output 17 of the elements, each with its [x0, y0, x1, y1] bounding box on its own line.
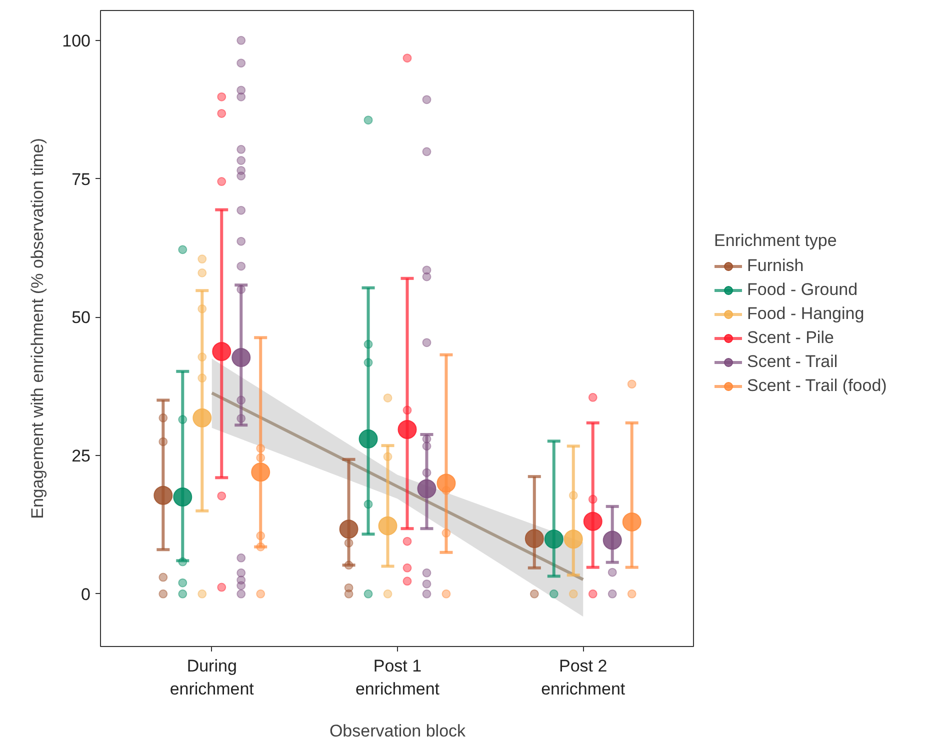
y-tick-label: 0	[81, 584, 91, 604]
y-tick-label: 25	[72, 446, 91, 466]
legend-label: Food - Hanging	[747, 304, 864, 324]
x-tick-label: Post 1 enrichment	[355, 656, 440, 698]
legend-title: Enrichment type	[714, 231, 838, 251]
y-axis-title: Engagement with enrichment (% observation time)	[28, 138, 48, 519]
legend-label: Scent - Trail (food)	[747, 376, 887, 396]
y-tick-label: 50	[72, 308, 91, 328]
legend-label: Food - Ground	[747, 280, 858, 300]
legend-label: Scent - Pile	[747, 328, 834, 348]
x-axis-title: Observation block	[329, 721, 466, 740]
y-tick-label: 100	[62, 31, 91, 50]
legend-label: Scent - Trail	[747, 352, 838, 372]
x-tick-label: Post 2 enrichment	[541, 656, 626, 698]
legend-label: Furnish	[747, 256, 804, 276]
y-tick-label: 75	[72, 170, 91, 189]
x-tick-label: During enrichment	[170, 656, 254, 698]
